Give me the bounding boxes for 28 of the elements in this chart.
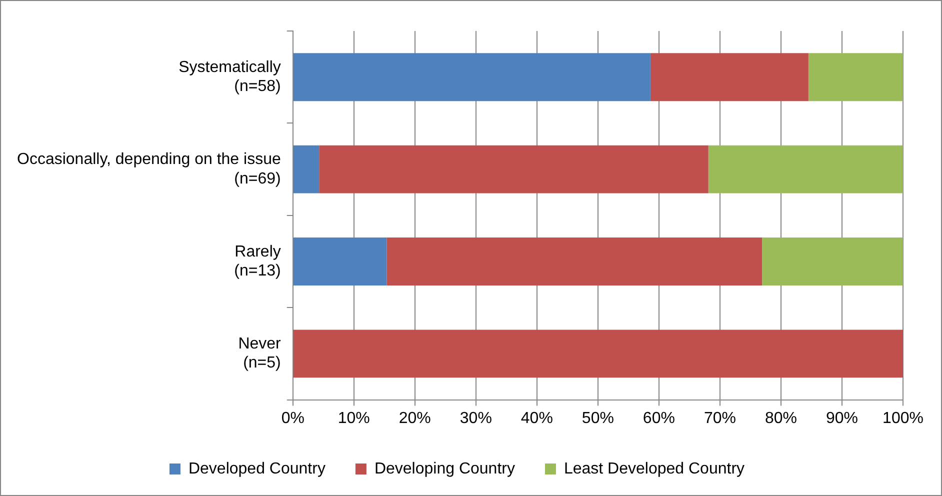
x-tick-label: 80% (764, 410, 797, 427)
x-tick-label: 0% (281, 410, 304, 427)
bar (386, 238, 762, 286)
x-tick-label: 70% (704, 410, 736, 427)
y-tick-label: Systematically (n=58) (178, 58, 281, 96)
y-tick-label: Occasionally, depending on the issue (n=69) (17, 151, 281, 188)
bar (762, 238, 903, 286)
x-tick-label: 40% (520, 410, 553, 427)
x-tick-label: 10% (338, 410, 370, 427)
bar (319, 145, 708, 194)
legend-label: Developed Country (188, 460, 326, 478)
bar (708, 145, 903, 194)
x-tick-label: 20% (398, 410, 431, 427)
bar (293, 238, 387, 286)
x-tick-label: 90% (826, 410, 858, 427)
x-tick-label: 60% (642, 410, 675, 427)
bar (650, 53, 808, 102)
bar (808, 53, 903, 102)
legend-label: Least Developed Country (564, 460, 745, 478)
legend-label: Developing Country (374, 460, 515, 478)
x-tick-label: 30% (460, 410, 492, 427)
y-tick-label: Never (n=5) (238, 336, 282, 372)
bar (293, 53, 650, 102)
bar (293, 145, 320, 194)
bar (293, 330, 903, 378)
y-tick-label: Rarely (n=13) (234, 243, 281, 280)
x-tick-label: 100% (882, 410, 924, 427)
x-tick-label: 50% (582, 410, 614, 427)
